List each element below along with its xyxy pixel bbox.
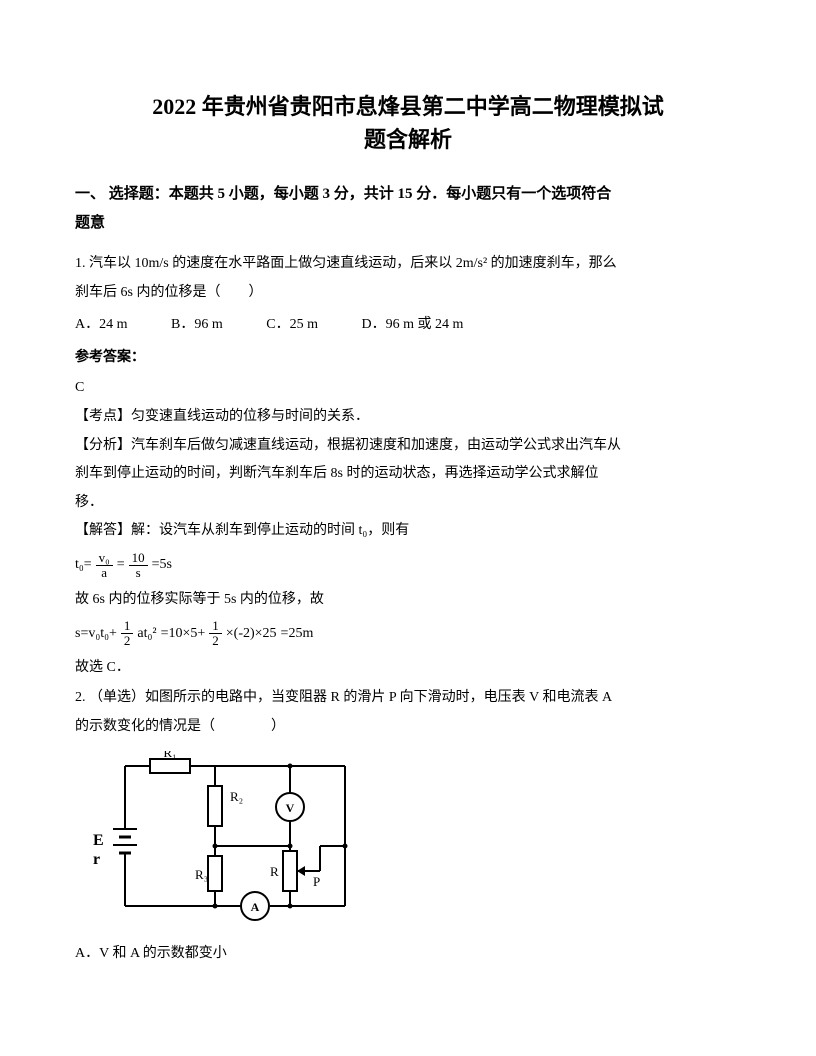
q1-eq2: s=v₀t₀+ 1 2 at₀² =10×5+ 1 2 ×(-2)×25 =25… [75,619,741,649]
q1-opt-a: A．24 m [75,312,128,339]
label-v: V [286,801,295,815]
q1-conclusion: 故选 C． [75,655,741,682]
eq2-frac1: 1 2 [121,619,134,649]
q1-text-l2: 刹车后 6s 内的位移是（ ） [75,280,741,307]
title-line2: 题含解析 [75,123,741,156]
q2-text-l1: 2. （单选）如图所示的电路中，当变阻器 R 的滑片 P 向下滑动时，电压表 V… [75,685,741,712]
q1-opt-c: C．25 m [266,312,318,339]
q1-options: A．24 m B．96 m C．25 m D．96 m 或 24 m [75,312,741,339]
q1-solve-intro: 【解答】解：设汽车从刹车到停止运动的时间 t₀，则有 [75,518,741,545]
label-r2: R₂ [230,789,243,804]
label-a: A [251,900,260,914]
eq1-frac1: v₀ a [96,551,113,581]
eq2-mid2: =10×5+ [161,621,206,648]
eq1-mid: = [117,552,125,579]
q2-text-l2: 的示数变化的情况是（ ） [75,714,741,741]
q1-opt-b: B．96 m [171,312,223,339]
eq1-frac2: 10 s [129,551,148,581]
label-r: R [270,864,279,879]
q2-opt-a: A．V 和 A 的示数都变小 [75,941,741,968]
q1-eq1: t₀= v₀ a = 10 s =5s [75,551,741,581]
emf-label: E r [93,831,104,869]
label-p: P [313,874,320,889]
q1-analysis-l1: 【分析】汽车刹车后做匀减速直线运动，根据初速度和加速度，由运动学公式求出汽车从 [75,433,741,460]
q1-line2: 故 6s 内的位移实际等于 5s 内的位移，故 [75,587,741,614]
eq2-suffix: =25m [281,621,314,648]
q1-analysis-l2: 刹车到停止运动的时间，判断汽车刹车后 8s 时的运动状态，再选择运动学公式求解位 [75,461,741,488]
label-r1: R₁ [163,751,176,760]
eq2-mid3: ×(-2)×25 [226,621,277,648]
q1-answer: C [75,375,741,402]
eq1-suffix: =5s [152,552,172,579]
answer-label: 参考答案： [75,345,741,372]
eq2-mid1: at₀² [137,621,156,648]
circuit-diagram: E r [95,751,375,931]
q1-opt-d: D．96 m 或 24 m [361,312,463,339]
q1-text-l1: 1. 汽车以 10m/s 的速度在水平路面上做匀速直线运动，后来以 2m/s² … [75,251,741,278]
q1-analysis-l3: 移． [75,490,741,517]
label-r3: R₃ [195,867,208,882]
section-header-l2: 题意 [75,209,741,238]
q1-point: 【考点】匀变速直线运动的位移与时间的关系． [75,404,741,431]
eq2-frac2: 1 2 [209,619,222,649]
eq2-prefix: s=v₀t₀+ [75,621,117,648]
section-header-l1: 一、 选择题：本题共 5 小题，每小题 3 分，共计 15 分．每小题只有一个选… [75,180,741,209]
eq1-prefix: t₀= [75,552,92,579]
title-line1: 2022 年贵州省贵阳市息烽县第二中学高二物理模拟试 [75,90,741,123]
